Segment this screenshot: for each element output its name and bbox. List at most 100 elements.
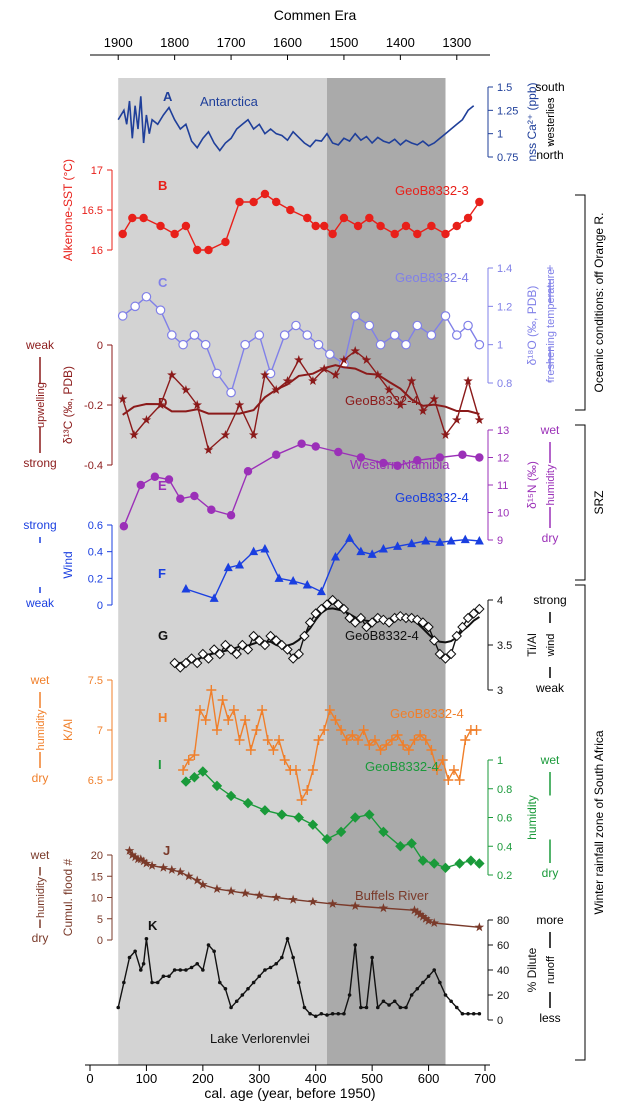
data-point	[189, 965, 194, 970]
data-point	[296, 980, 301, 985]
right-brackets: Oceanic conditions: off Orange R. SRZ Wint…	[575, 194, 606, 1061]
data-point	[141, 858, 152, 868]
data-point	[327, 594, 338, 606]
data-point	[192, 875, 202, 885]
data-point	[118, 229, 127, 239]
data-point	[307, 819, 319, 830]
data-point	[353, 735, 364, 745]
data-point	[260, 544, 270, 553]
data-point	[274, 735, 285, 745]
data-point	[409, 905, 420, 915]
data-point	[452, 415, 462, 424]
data-point	[186, 653, 197, 664]
data-point	[138, 856, 149, 866]
data-point	[452, 221, 461, 231]
data-point	[311, 442, 320, 451]
data-point	[181, 385, 191, 394]
data-point	[240, 888, 250, 898]
data-point	[350, 346, 360, 355]
data-point	[302, 785, 313, 795]
data-point	[409, 993, 414, 997]
top-tick-label: 1300	[442, 35, 471, 50]
bottom-tick-label: 300	[248, 1071, 270, 1086]
data-point	[345, 533, 355, 542]
data-point	[180, 776, 192, 787]
data-point	[418, 406, 428, 415]
data-point	[144, 936, 149, 941]
data-point	[395, 400, 406, 409]
data-point	[206, 685, 217, 695]
side-label-bottom: -	[548, 374, 552, 388]
y-tick-label: 0	[97, 340, 103, 352]
data-point	[291, 955, 295, 960]
side-label-bottom: weak	[535, 681, 565, 695]
data-point	[429, 918, 439, 927]
data-point	[272, 450, 281, 459]
data-point	[387, 1003, 391, 1007]
series-label: GeoB8332-4	[395, 490, 469, 505]
data-point	[198, 879, 208, 889]
data-point	[361, 355, 372, 364]
y-tick-label: 16.5	[82, 205, 103, 217]
panel-letter: H	[158, 710, 167, 725]
side-label-bottom: dry	[542, 866, 559, 880]
data-point	[254, 890, 264, 900]
data-point	[302, 330, 313, 340]
data-point	[474, 858, 485, 869]
data-point	[206, 943, 211, 947]
data-point	[308, 896, 318, 906]
data-point	[223, 715, 234, 725]
y-tick-label: 1	[497, 129, 503, 141]
data-point	[321, 833, 333, 845]
y-tick-label: 3	[497, 685, 503, 697]
data-point	[197, 766, 209, 777]
data-point	[181, 584, 191, 593]
y-axis-label: δ¹⁸O (‰, PDB)	[525, 286, 539, 366]
data-point	[401, 339, 411, 350]
data-point	[221, 237, 230, 247]
data-point	[316, 603, 327, 615]
data-point	[429, 635, 440, 646]
data-point	[370, 955, 374, 960]
data-point	[180, 657, 192, 669]
data-point	[217, 980, 222, 985]
data-point	[347, 730, 358, 740]
data-point	[465, 855, 477, 866]
data-point	[319, 364, 329, 373]
data-point	[409, 735, 420, 745]
y-axis-label: % Dilute	[525, 947, 539, 992]
side-label-mid: humidity	[35, 709, 47, 750]
side-label-top: +	[546, 261, 553, 275]
data-point	[234, 999, 239, 1004]
data-point	[341, 735, 352, 745]
data-point	[141, 961, 146, 966]
data-point	[271, 635, 282, 646]
data-point	[350, 812, 361, 823]
data-point	[201, 968, 205, 972]
data-point	[460, 735, 471, 745]
data-point	[246, 986, 250, 991]
data-point	[257, 705, 268, 715]
y-tick-label: 5	[97, 914, 103, 926]
data-point	[330, 552, 340, 561]
y-tick-label: 10	[497, 508, 509, 520]
data-point	[336, 725, 347, 735]
data-point	[376, 221, 385, 231]
bottom-tick-label: 400	[305, 1071, 327, 1086]
data-point	[471, 1011, 476, 1016]
data-point	[398, 1005, 403, 1010]
y-axis-label: Alkenone-SST (°C)	[61, 159, 75, 261]
data-point	[175, 867, 185, 876]
y-axis-label: humidity	[525, 795, 539, 840]
data-point	[325, 1013, 329, 1017]
bracket-label: SRZ	[592, 491, 606, 515]
data-point	[417, 855, 429, 866]
data-point	[359, 1005, 363, 1010]
data-point	[353, 221, 363, 231]
y-tick-label: 60	[497, 940, 509, 952]
data-point	[413, 456, 422, 465]
data-point	[389, 330, 400, 340]
data-point	[197, 648, 209, 660]
data-point	[226, 387, 236, 398]
data-point	[474, 415, 485, 424]
